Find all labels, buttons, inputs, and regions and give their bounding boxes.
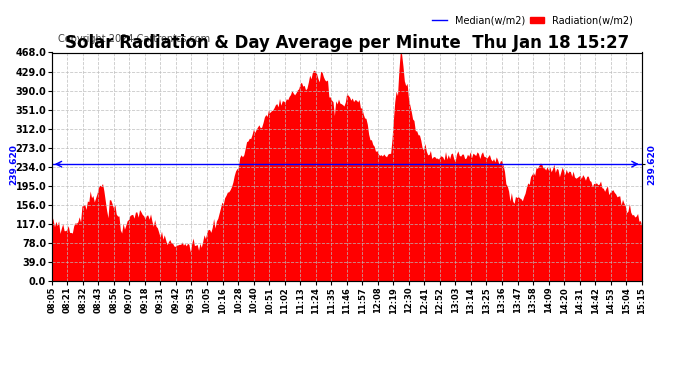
- Text: 239.620: 239.620: [9, 144, 18, 184]
- Text: Copyright 2024 Cartronics.com: Copyright 2024 Cartronics.com: [58, 34, 210, 44]
- Title: Solar Radiation & Day Average per Minute  Thu Jan 18 15:27: Solar Radiation & Day Average per Minute…: [65, 34, 629, 53]
- Legend: Median(w/m2), Radiation(w/m2): Median(w/m2), Radiation(w/m2): [428, 12, 637, 29]
